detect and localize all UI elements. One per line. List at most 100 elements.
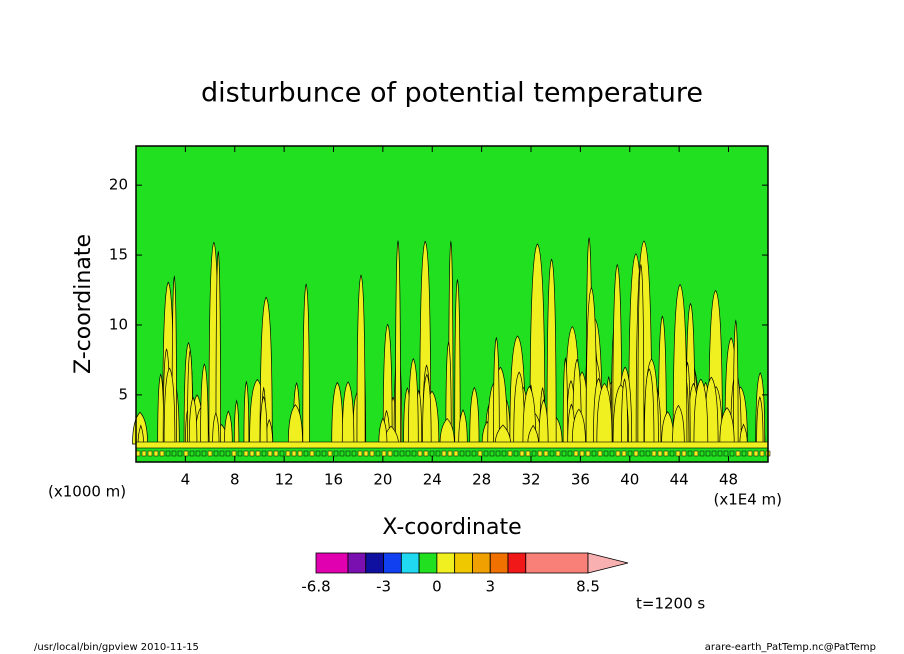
colorbar-box	[418, 552, 438, 574]
contour-region	[549, 450, 555, 457]
footer: arare-earth_PatTemp.nc@PatTemp	[705, 642, 876, 653]
contour-region	[633, 450, 639, 457]
contour-region	[483, 450, 489, 457]
plot-frame	[135, 145, 769, 463]
colorbar-tick-label: -6.8	[301, 578, 330, 596]
contour-region	[756, 396, 764, 445]
colorbar-box	[315, 552, 349, 574]
contour-region	[687, 450, 693, 457]
contour-region	[165, 450, 171, 457]
contour-region	[571, 408, 586, 445]
contour-region	[501, 450, 507, 457]
contour-region	[303, 450, 309, 457]
contour-region	[327, 450, 333, 457]
contour-region	[249, 450, 255, 457]
contour-region	[627, 450, 633, 457]
contour-region	[672, 283, 688, 445]
contour-region	[719, 407, 735, 445]
contour-region	[493, 336, 500, 445]
contour-region	[147, 450, 153, 457]
contour-region	[537, 450, 543, 457]
contour-region	[637, 263, 645, 445]
contour-region	[429, 450, 435, 457]
contour-region	[351, 450, 357, 457]
contour-region	[527, 424, 539, 445]
contour-region	[422, 373, 432, 445]
colorbar-extend	[587, 552, 629, 574]
contour-region	[279, 450, 285, 457]
contour-region	[672, 404, 685, 445]
contour-region	[213, 450, 219, 457]
colorbar-tick-label: 3	[485, 578, 495, 596]
colorbar-box	[525, 552, 589, 574]
contour-region	[163, 367, 176, 445]
contour-region	[669, 450, 675, 457]
contour-region	[597, 450, 603, 457]
contour-region	[562, 357, 569, 445]
contour-region	[591, 450, 597, 457]
colorbar-box	[454, 552, 473, 574]
contour-region	[159, 450, 165, 457]
colorbar-tick-label: -3	[376, 578, 391, 596]
x-tick-label: 16	[324, 471, 343, 489]
contour-region	[469, 386, 480, 445]
contour-region	[693, 378, 709, 445]
contour-region	[477, 450, 483, 457]
contour-region	[375, 450, 381, 457]
colorbar-box	[436, 552, 456, 574]
x-tick-label: 28	[472, 471, 491, 489]
contour-region	[200, 363, 209, 445]
contour-region	[513, 450, 519, 457]
contour-region	[387, 450, 393, 457]
contour-region	[735, 450, 741, 457]
contour-region	[525, 450, 531, 457]
contour-region	[555, 450, 561, 457]
contour-region	[621, 378, 629, 445]
contour-region	[408, 358, 419, 445]
contour-region	[543, 450, 549, 457]
contour-region	[302, 283, 310, 445]
contour-region	[273, 450, 279, 457]
contour-region	[189, 450, 195, 457]
contour-region	[435, 450, 441, 457]
contour-region	[759, 450, 765, 457]
contour-region	[224, 410, 233, 445]
colorbar-box	[400, 552, 420, 574]
contour-region	[357, 450, 363, 457]
contour-region	[693, 450, 699, 457]
colorbar-box	[489, 552, 509, 574]
x-tick-label: 32	[521, 471, 540, 489]
contour-region	[441, 450, 447, 457]
contour-region	[417, 450, 423, 457]
contour-region	[287, 404, 303, 445]
contour-region	[681, 450, 687, 457]
contour-region	[519, 450, 525, 457]
contour-region	[531, 450, 537, 457]
x-tick-label: 36	[571, 471, 590, 489]
contour-region	[459, 450, 465, 457]
contour-region	[378, 417, 388, 445]
contour-region	[207, 450, 213, 457]
contour-region	[171, 450, 177, 457]
contour-region	[733, 319, 739, 445]
contour-region	[471, 450, 477, 457]
x-tick-label: 24	[423, 471, 442, 489]
contour-region	[345, 450, 351, 457]
contour-region	[141, 450, 147, 457]
contour-region	[495, 450, 501, 457]
contour-region	[177, 450, 183, 457]
contour-region	[609, 450, 615, 457]
annotation: t=1200 s	[636, 595, 705, 613]
contour-region	[237, 450, 243, 457]
contour-region	[723, 450, 729, 457]
y-axis-label: Z-coordinate	[71, 234, 96, 374]
y-tick-label: 15	[109, 246, 128, 264]
contour-region	[399, 450, 405, 457]
contour-region	[363, 450, 369, 457]
contour-region	[739, 423, 748, 445]
x-unit: (x1E4 m)	[713, 491, 782, 509]
contour-region	[243, 380, 250, 445]
contour-region	[573, 450, 579, 457]
contour-region	[465, 450, 471, 457]
